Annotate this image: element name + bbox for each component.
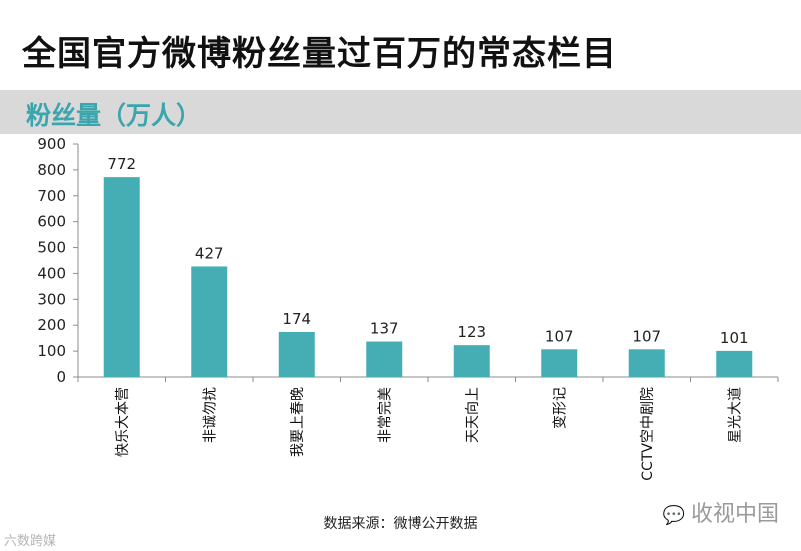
y-tick-label: 700 <box>37 187 66 205</box>
bar <box>716 350 753 377</box>
y-tick-label: 800 <box>37 161 66 179</box>
bar <box>191 266 228 377</box>
bar <box>541 349 578 377</box>
x-category-label: CCTV空中剧院 <box>640 387 656 481</box>
watermark-brand: 💬 收视中国 <box>663 496 779 528</box>
bar-value-label: 137 <box>370 320 399 338</box>
x-category-label: 天天向上 <box>465 387 481 443</box>
bar-value-label: 772 <box>107 155 136 173</box>
bar-value-label: 123 <box>457 323 486 341</box>
x-category-label: 非常完美 <box>377 387 393 443</box>
x-category-label: 我要上春晚 <box>290 387 306 457</box>
y-tick-label: 100 <box>37 342 66 360</box>
x-category-label: 非诚勿扰 <box>202 387 218 443</box>
y-tick-label: 200 <box>37 316 66 334</box>
unit-banner: 粉丝量（万人） <box>0 90 801 134</box>
bar <box>278 331 315 377</box>
y-tick-label: 600 <box>37 213 66 231</box>
y-tick-label: 500 <box>37 239 66 257</box>
data-source-note: 数据来源：微博公开数据 <box>323 516 478 532</box>
page-title: 全国官方微博粉丝量过百万的常态栏目 <box>22 34 617 74</box>
x-category-label: 变形记 <box>552 387 568 429</box>
bar <box>366 341 403 377</box>
bar-value-label: 107 <box>632 327 661 345</box>
x-category-label: 星光大道 <box>727 387 743 443</box>
y-tick-label: 0 <box>56 368 66 386</box>
bar <box>453 345 490 377</box>
y-tick-label: 300 <box>37 290 66 308</box>
y-axis-unit-label: 粉丝量（万人） <box>26 101 202 130</box>
bar-value-label: 101 <box>720 329 749 347</box>
bar-value-label: 107 <box>545 327 574 345</box>
y-tick-label: 900 <box>37 135 66 153</box>
y-tick-label: 400 <box>37 264 66 282</box>
bar <box>628 349 665 377</box>
bar <box>103 177 140 377</box>
wechat-icon: 💬 <box>662 505 685 526</box>
watermark-brand-text: 收视中国 <box>690 502 779 527</box>
x-category-label: 快乐大本营 <box>115 387 131 457</box>
watermark-corner: 六数跨媒 <box>4 534 57 549</box>
bar-value-label: 427 <box>195 244 224 262</box>
bar-value-label: 174 <box>282 310 311 328</box>
